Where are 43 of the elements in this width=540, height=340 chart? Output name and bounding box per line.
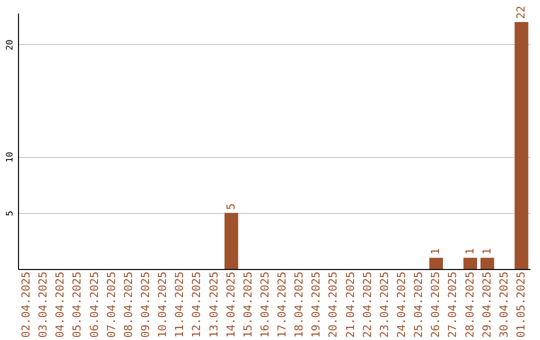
x-tick-label: 03.04.2025 (36, 272, 50, 338)
x-tick-label: 14.04.2025 (224, 272, 238, 338)
bar (224, 212, 238, 269)
y-tick-label: 10 (6, 152, 16, 163)
x-tick-label: 09.04.2025 (139, 272, 152, 338)
x-tick-label: 21.04.2025 (344, 272, 357, 338)
data-label: 1 (480, 248, 494, 255)
x-tick-label: 22.04.2025 (360, 272, 374, 338)
x-tick-label: 20.04.2025 (326, 272, 340, 338)
x-tick-label: 12.04.2025 (190, 272, 204, 338)
x-tick-label: 17.04.2025 (276, 272, 289, 338)
x-tick-label: 23.04.2025 (378, 272, 391, 338)
data-label: 1 (463, 248, 476, 255)
data-label: 22 (514, 6, 528, 19)
x-tick-label: 15.04.2025 (241, 272, 254, 338)
x-tick-label: 26.04.2025 (429, 272, 442, 338)
x-tick-label: 18.04.2025 (292, 272, 306, 338)
x-tick-label: 27.04.2025 (446, 272, 460, 338)
x-tick-label: 04.04.2025 (54, 272, 67, 338)
x-tick-label: 08.04.2025 (122, 272, 135, 338)
x-tick-label: 01.05.2025 (514, 272, 528, 338)
y-tick-label: 5 (6, 210, 16, 216)
bar (429, 258, 443, 269)
x-tick-label: 05.04.2025 (70, 272, 84, 338)
x-tick-label: 13.04.2025 (207, 272, 220, 338)
x-tick-label: 02.04.2025 (20, 272, 33, 338)
x-tick-label: 10.04.2025 (156, 272, 170, 338)
x-tick-label: 16.04.2025 (258, 272, 272, 338)
data-label: 1 (429, 248, 442, 255)
bar (514, 22, 528, 269)
y-tick-label: 20 (6, 40, 16, 50)
x-tick-label: 30.04.2025 (497, 272, 510, 338)
data-label: 5 (224, 203, 238, 210)
x-tick-label: 06.04.2025 (88, 272, 101, 338)
x-tick-label: 29.04.2025 (480, 272, 494, 338)
x-tick-label: 19.04.2025 (310, 272, 323, 338)
bar (480, 258, 494, 269)
x-tick-label: 24.04.2025 (395, 272, 408, 338)
x-tick-label: 11.04.2025 (173, 272, 186, 338)
x-tick-label: 25.04.2025 (412, 272, 426, 338)
bar (463, 258, 478, 269)
x-tick-label: 07.04.2025 (104, 272, 118, 338)
x-tick-label: 28.04.2025 (463, 272, 476, 338)
